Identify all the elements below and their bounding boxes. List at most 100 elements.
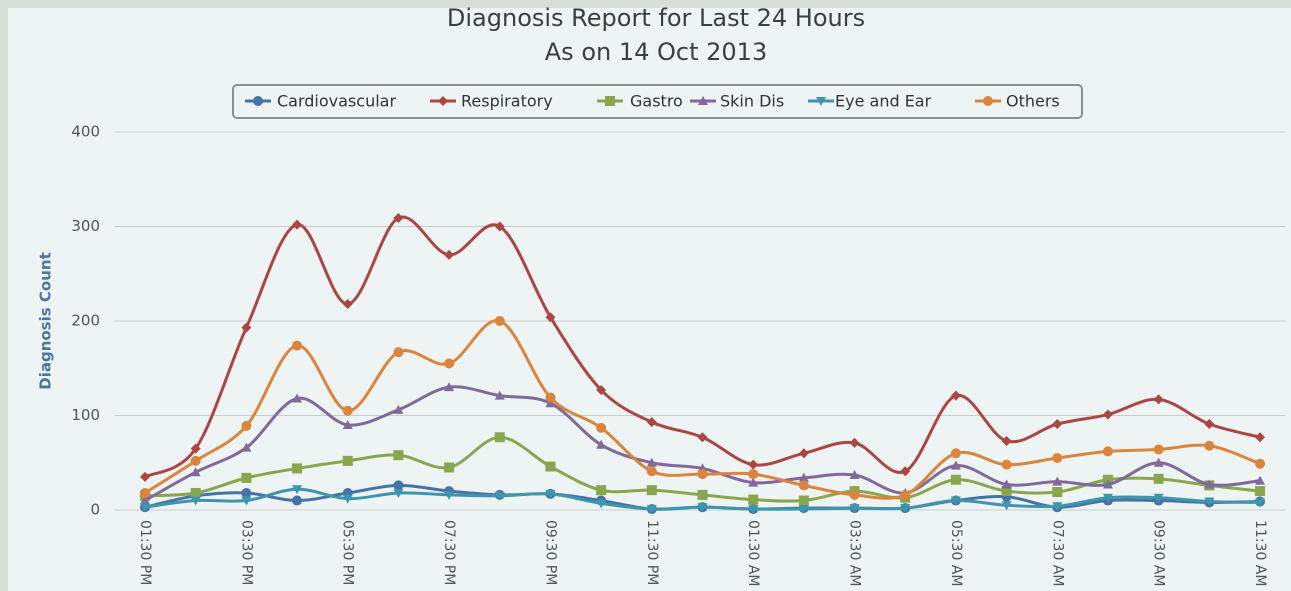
legend-label: Respiratory bbox=[461, 92, 553, 111]
legend-box bbox=[232, 84, 1083, 119]
marker bbox=[1052, 453, 1063, 464]
marker bbox=[444, 249, 455, 260]
marker bbox=[292, 340, 303, 351]
marker bbox=[1255, 486, 1265, 497]
legend-label: Eye and Ear bbox=[835, 92, 932, 111]
marker bbox=[1052, 502, 1063, 512]
marker bbox=[748, 469, 759, 480]
marker bbox=[596, 422, 607, 433]
legend-item: Skin Dis bbox=[690, 92, 784, 111]
marker bbox=[253, 96, 263, 106]
marker bbox=[1102, 446, 1113, 457]
marker bbox=[900, 489, 911, 500]
marker bbox=[438, 96, 448, 106]
marker bbox=[444, 382, 455, 392]
x-tick-label: 09:30 PM bbox=[542, 520, 558, 585]
x-tick-label: 05:30 PM bbox=[340, 520, 356, 585]
x-tick-label: 01:30 PM bbox=[137, 520, 153, 585]
x-tick-label: 03:30 PM bbox=[238, 520, 254, 585]
marker bbox=[646, 505, 657, 515]
marker bbox=[697, 503, 708, 513]
marker bbox=[1052, 419, 1063, 430]
marker bbox=[596, 384, 607, 395]
marker bbox=[1052, 487, 1063, 498]
marker bbox=[393, 488, 404, 498]
marker bbox=[393, 480, 404, 491]
marker bbox=[190, 443, 201, 454]
marker bbox=[1204, 419, 1215, 430]
marker bbox=[241, 322, 252, 333]
legend-label: Skin Dis bbox=[720, 92, 784, 111]
marker bbox=[1001, 479, 1012, 489]
marker bbox=[698, 96, 708, 105]
marker bbox=[748, 459, 759, 470]
marker bbox=[545, 461, 556, 472]
marker bbox=[545, 398, 556, 408]
marker bbox=[596, 439, 607, 449]
legend-item: Others bbox=[975, 92, 1060, 111]
marker bbox=[292, 463, 303, 474]
marker bbox=[950, 496, 961, 506]
marker bbox=[241, 420, 252, 431]
marker bbox=[798, 448, 809, 459]
marker bbox=[1153, 493, 1164, 503]
marker bbox=[900, 504, 911, 514]
marker bbox=[1102, 493, 1113, 503]
marker bbox=[646, 485, 657, 496]
marker bbox=[646, 457, 657, 467]
marker bbox=[444, 462, 455, 473]
marker bbox=[342, 298, 353, 309]
x-tick-label: 03:30 AM bbox=[847, 520, 863, 586]
marker bbox=[646, 417, 657, 428]
marker bbox=[545, 392, 556, 403]
marker bbox=[798, 505, 809, 515]
marker bbox=[342, 455, 353, 466]
marker bbox=[393, 212, 404, 223]
marker bbox=[1255, 498, 1265, 508]
marker bbox=[1001, 486, 1012, 497]
marker bbox=[950, 460, 961, 470]
marker bbox=[1255, 432, 1265, 443]
legend-label: Cardiovascular bbox=[277, 92, 396, 111]
x-tick-label: 11:30 AM bbox=[1252, 520, 1268, 586]
marker bbox=[697, 432, 708, 443]
marker bbox=[1204, 497, 1215, 507]
marker bbox=[292, 393, 303, 403]
legend-item: Gastro bbox=[597, 92, 683, 111]
marker bbox=[1153, 394, 1164, 405]
marker bbox=[1001, 501, 1012, 511]
marker bbox=[605, 96, 615, 106]
marker bbox=[241, 442, 252, 452]
marker bbox=[596, 485, 607, 496]
marker bbox=[816, 97, 826, 106]
marker bbox=[342, 419, 353, 429]
marker bbox=[900, 466, 911, 477]
y-tick-label: 400 bbox=[71, 123, 100, 141]
marker bbox=[697, 489, 708, 500]
marker bbox=[494, 491, 505, 501]
marker bbox=[190, 487, 201, 498]
marker bbox=[140, 471, 150, 482]
marker bbox=[494, 432, 505, 443]
series-line bbox=[144, 385, 1261, 502]
marker bbox=[983, 96, 993, 106]
marker bbox=[950, 390, 961, 401]
marker bbox=[292, 485, 303, 495]
marker bbox=[849, 489, 860, 500]
marker bbox=[494, 316, 505, 326]
marker bbox=[1153, 457, 1164, 467]
legend-label: Gastro bbox=[630, 92, 683, 111]
marker bbox=[140, 503, 150, 513]
x-tick-label: 07:30 AM bbox=[1049, 520, 1065, 586]
marker bbox=[140, 495, 150, 505]
legend-item: Respiratory bbox=[430, 92, 553, 111]
marker bbox=[342, 494, 353, 504]
y-tick-label: 200 bbox=[71, 312, 100, 330]
marker bbox=[950, 474, 961, 485]
marker bbox=[596, 499, 607, 509]
y-tick-label: 0 bbox=[90, 501, 100, 519]
marker bbox=[1102, 479, 1113, 489]
marker bbox=[798, 495, 809, 506]
marker bbox=[292, 495, 303, 506]
